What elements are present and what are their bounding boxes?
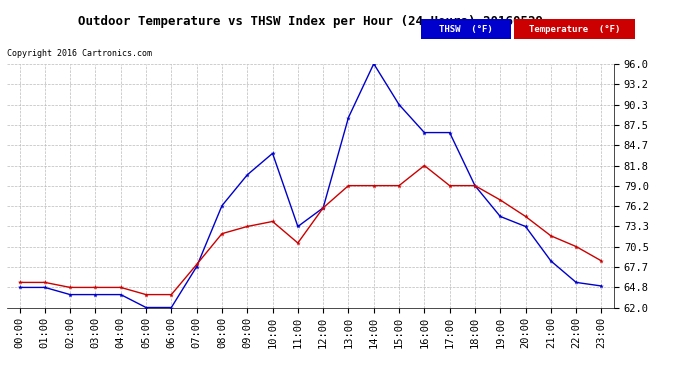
Text: THSW  (°F): THSW (°F) xyxy=(439,25,493,34)
Text: Outdoor Temperature vs THSW Index per Hour (24 Hours) 20160529: Outdoor Temperature vs THSW Index per Ho… xyxy=(78,15,543,28)
Text: Copyright 2016 Cartronics.com: Copyright 2016 Cartronics.com xyxy=(7,49,152,58)
Text: Temperature  (°F): Temperature (°F) xyxy=(529,25,620,34)
